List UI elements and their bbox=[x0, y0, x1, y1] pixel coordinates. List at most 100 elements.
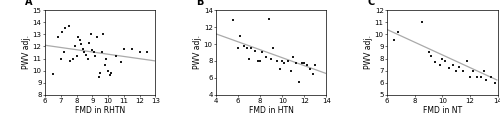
Point bbox=[477, 76, 485, 78]
Point bbox=[482, 79, 490, 81]
Point bbox=[265, 18, 273, 20]
Point bbox=[450, 63, 458, 66]
Point bbox=[80, 51, 88, 54]
Point bbox=[287, 70, 295, 72]
Point bbox=[234, 47, 242, 49]
Point bbox=[120, 48, 128, 50]
Point bbox=[144, 51, 152, 54]
Point bbox=[424, 51, 432, 54]
Y-axis label: PWV adj.: PWV adj. bbox=[22, 35, 31, 70]
Point bbox=[268, 58, 276, 60]
Point bbox=[441, 60, 449, 62]
Point bbox=[273, 60, 281, 62]
X-axis label: FMD in NT: FMD in NT bbox=[423, 106, 462, 115]
Point bbox=[106, 74, 114, 76]
Text: C: C bbox=[368, 0, 374, 7]
Point bbox=[306, 68, 314, 70]
Point bbox=[438, 57, 446, 60]
Point bbox=[84, 57, 92, 60]
Point bbox=[278, 60, 286, 62]
Point bbox=[94, 76, 102, 78]
Point bbox=[102, 57, 110, 60]
Point bbox=[82, 54, 90, 56]
Point bbox=[250, 50, 258, 52]
Point bbox=[62, 27, 70, 29]
Point bbox=[70, 57, 78, 60]
Point bbox=[100, 33, 108, 35]
Point bbox=[300, 62, 308, 64]
Y-axis label: PWV adj.: PWV adj. bbox=[364, 35, 374, 70]
Point bbox=[486, 76, 494, 78]
X-axis label: FMD in RHTN: FMD in RHTN bbox=[75, 106, 126, 115]
Point bbox=[128, 48, 136, 50]
Point bbox=[466, 76, 474, 78]
Point bbox=[292, 62, 300, 64]
Point bbox=[254, 60, 262, 62]
Point bbox=[66, 60, 74, 62]
Text: A: A bbox=[25, 0, 32, 7]
Point bbox=[104, 70, 112, 72]
Point bbox=[71, 45, 79, 47]
Point bbox=[490, 82, 498, 84]
Point bbox=[60, 51, 68, 54]
Point bbox=[394, 31, 402, 33]
Point bbox=[468, 70, 476, 72]
Point bbox=[58, 31, 66, 33]
Point bbox=[245, 58, 253, 60]
Point bbox=[86, 33, 94, 35]
Point bbox=[248, 47, 256, 49]
Point bbox=[459, 70, 467, 72]
Point bbox=[455, 66, 463, 68]
Point bbox=[85, 42, 93, 44]
Point bbox=[295, 81, 303, 83]
Point bbox=[262, 56, 270, 58]
Point bbox=[418, 21, 426, 23]
Point bbox=[284, 60, 292, 62]
Point bbox=[473, 76, 481, 78]
Point bbox=[54, 36, 62, 38]
Point bbox=[98, 51, 106, 54]
Point bbox=[280, 62, 288, 64]
Point bbox=[298, 62, 306, 64]
Point bbox=[107, 72, 115, 74]
Point bbox=[79, 48, 87, 50]
Point bbox=[258, 51, 266, 54]
Point bbox=[49, 73, 57, 75]
Point bbox=[96, 72, 104, 74]
Point bbox=[101, 63, 109, 66]
Point bbox=[312, 64, 320, 66]
Point bbox=[436, 63, 444, 66]
Point bbox=[452, 70, 460, 72]
Point bbox=[390, 39, 398, 41]
Point bbox=[90, 51, 98, 54]
Point bbox=[428, 55, 436, 57]
Point bbox=[64, 25, 72, 27]
Point bbox=[240, 45, 248, 47]
Point bbox=[112, 55, 120, 57]
Point bbox=[463, 60, 471, 62]
Point bbox=[236, 35, 244, 37]
Point bbox=[290, 56, 298, 58]
Point bbox=[57, 57, 65, 60]
Point bbox=[302, 64, 310, 66]
Point bbox=[116, 61, 124, 63]
Point bbox=[76, 39, 84, 41]
Point bbox=[270, 47, 278, 49]
Point bbox=[136, 51, 143, 54]
Point bbox=[256, 60, 264, 62]
Point bbox=[228, 19, 236, 21]
Text: B: B bbox=[196, 0, 203, 7]
Point bbox=[72, 55, 80, 57]
Y-axis label: PWV adj.: PWV adj. bbox=[193, 35, 202, 70]
Point bbox=[92, 55, 100, 57]
Point bbox=[93, 36, 101, 38]
Point bbox=[276, 68, 284, 70]
Point bbox=[88, 49, 96, 51]
Point bbox=[74, 36, 82, 38]
Point bbox=[445, 67, 453, 69]
X-axis label: FMD in HTN: FMD in HTN bbox=[249, 106, 294, 115]
Point bbox=[480, 70, 488, 72]
Point bbox=[243, 47, 251, 49]
Point bbox=[309, 73, 317, 75]
Point bbox=[432, 61, 440, 63]
